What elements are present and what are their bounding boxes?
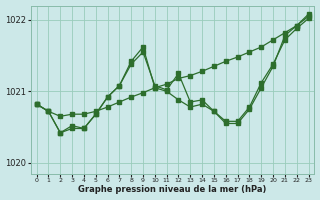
X-axis label: Graphe pression niveau de la mer (hPa): Graphe pression niveau de la mer (hPa) xyxy=(78,185,267,194)
